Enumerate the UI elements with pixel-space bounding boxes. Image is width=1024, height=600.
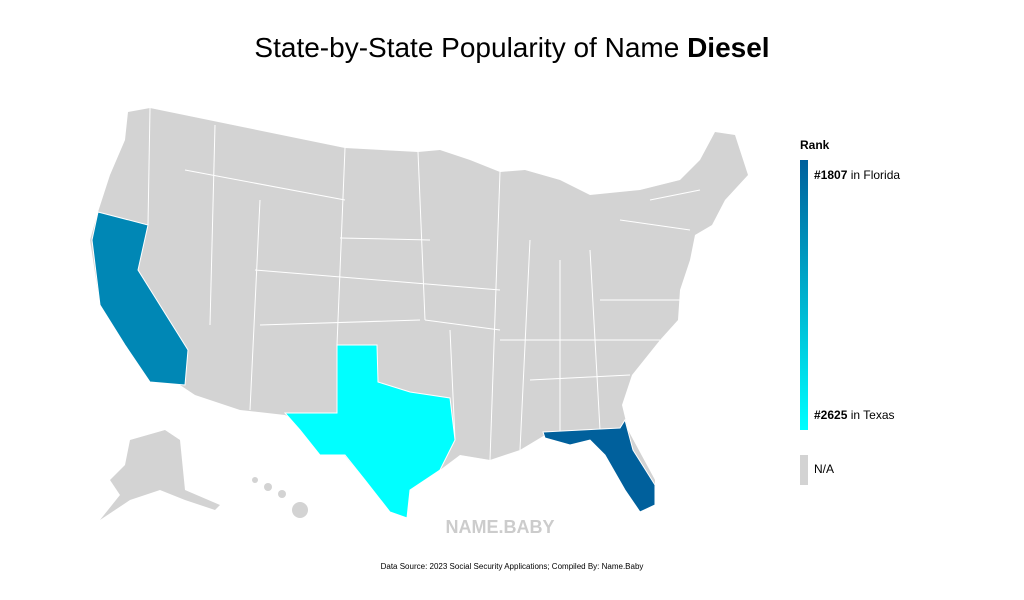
title: State-by-State Popularity of Name Diesel xyxy=(254,32,769,63)
state-borders xyxy=(147,107,701,461)
legend-na: N/A xyxy=(814,462,834,476)
legend-high-state: in Florida xyxy=(847,168,900,182)
legend-high: #1807 in Florida xyxy=(814,168,900,182)
state-florida xyxy=(542,418,656,513)
legend-high-rank: #1807 xyxy=(814,168,848,182)
source: Data Source: 2023 Social Security Applic… xyxy=(381,562,644,571)
title-text: State-by-State Popularity of Name xyxy=(254,32,687,63)
state-alaska xyxy=(100,430,220,520)
state-hawaii xyxy=(252,477,308,518)
legend-low: #2625 in Texas xyxy=(814,408,895,422)
legend-gradient xyxy=(800,160,808,430)
legend-low-state: in Texas xyxy=(847,408,894,422)
state-california xyxy=(91,211,189,386)
title-name: Diesel xyxy=(687,32,770,63)
us-map xyxy=(90,107,748,520)
legend: Rank #1807 in Florida #2625 in Texas N/A xyxy=(800,138,900,485)
us-base xyxy=(90,108,748,515)
state-texas xyxy=(283,344,456,519)
legend-na-swatch xyxy=(800,455,808,485)
legend-title: Rank xyxy=(800,138,830,152)
watermark: NAME.BABY xyxy=(445,517,554,537)
legend-low-rank: #2625 xyxy=(814,408,848,422)
